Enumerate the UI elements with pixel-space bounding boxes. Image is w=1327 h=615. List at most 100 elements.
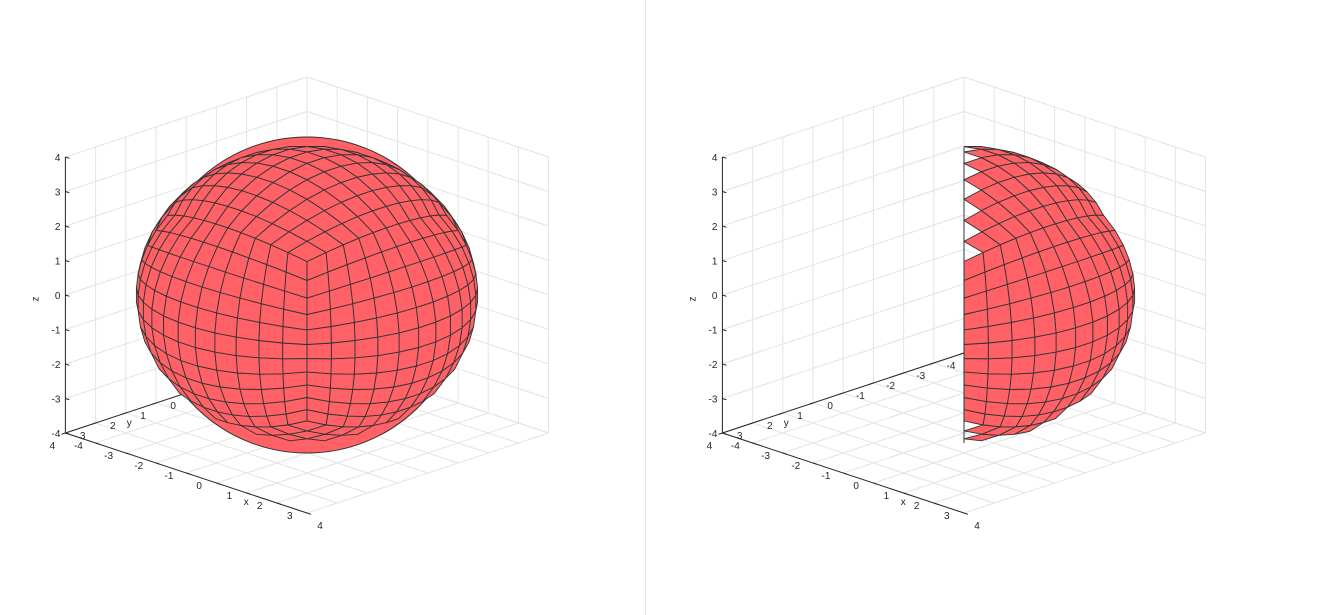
- x-tick-label: 0: [853, 481, 859, 492]
- mesh-cell: [963, 358, 989, 375]
- x-tick-label: -1: [822, 471, 831, 482]
- x-tick-mark: [843, 472, 848, 475]
- y-tick-label: 3: [80, 431, 86, 442]
- z-tick-label: -4: [708, 429, 717, 440]
- x-tick-label: -4: [74, 441, 83, 452]
- grid-line: [306, 432, 549, 514]
- z-tick-label: 3: [712, 188, 718, 199]
- x-tick-label: 0: [196, 481, 202, 492]
- y-tick-label: -4: [947, 361, 956, 372]
- mesh-cell: [330, 340, 356, 360]
- mesh-cell: [282, 358, 308, 375]
- x-tick-mark: [812, 462, 818, 465]
- mesh-cell: [239, 388, 265, 405]
- mesh-cell: [330, 357, 356, 375]
- x-tick-mark: [873, 482, 878, 485]
- y-tick-mark: [151, 402, 157, 405]
- grid-line: [722, 111, 965, 192]
- z-tick-label: 0: [55, 291, 61, 302]
- z-tick-label: -2: [708, 360, 717, 371]
- z-tick-mark: [722, 329, 727, 332]
- mesh-cell: [986, 373, 1012, 390]
- mesh-cell: [1010, 355, 1036, 375]
- y-tick-label: -1: [856, 391, 865, 402]
- grid-line: [933, 422, 1176, 504]
- y-tick-mark: [899, 372, 904, 375]
- grid-line: [246, 412, 489, 494]
- x-tick-label: 4: [317, 521, 323, 532]
- z-tick-label: 2: [712, 222, 718, 233]
- y-tick-mark: [839, 392, 844, 395]
- mesh-cell: [1006, 388, 1032, 405]
- y-tick-mark: [121, 412, 126, 415]
- x-axis-label: x: [901, 497, 906, 508]
- mesh-cell: [306, 342, 332, 360]
- x-tick-mark: [782, 452, 787, 455]
- grid-line: [722, 145, 965, 227]
- x-tick-mark: [752, 442, 757, 445]
- grid-line: [963, 432, 1206, 514]
- y-tick-label: 0: [827, 401, 833, 412]
- z-tick-mark: [722, 191, 727, 194]
- z-tick-label: -1: [51, 326, 60, 337]
- mesh-cell: [282, 342, 308, 360]
- z-tick-label: -1: [708, 326, 717, 337]
- half-sphere-plot: -4 -4 -4 -3 -3 -3 -2 -2 -2 -1 -1 -1 0 0 0 1 1 1 2 2 2 3 3 3 4 4 4 x…: [687, 76, 1207, 532]
- y-tick-label: 4: [50, 441, 56, 452]
- figure-panel-right: -4 -4 -4 -3 -3 -3 -2 -2 -2 -1 -1 -1 0 0 0 1 1 1 2 2 2 3 3 3 4 4 4 x…: [647, 0, 1327, 615]
- mesh-cell: [963, 342, 989, 360]
- y-tick-mark: [959, 352, 965, 355]
- x-tick-mark: [276, 502, 281, 505]
- z-tick-mark: [65, 363, 70, 366]
- y-tick-label: -3: [916, 371, 925, 382]
- z-tick-mark: [65, 329, 70, 332]
- mesh-cell: [235, 355, 261, 375]
- x-tick-label: 1: [884, 491, 890, 502]
- x-tick-mark: [903, 492, 908, 495]
- x-tick-label: 2: [914, 501, 920, 512]
- z-tick-mark: [65, 156, 70, 159]
- y-tick-label: 2: [110, 421, 116, 432]
- z-tick-label: 4: [55, 153, 61, 164]
- x-tick-mark: [155, 462, 161, 465]
- mesh-cell: [263, 401, 287, 417]
- z-tick-label: 4: [712, 153, 718, 164]
- half-sphere-surface: [962, 146, 1136, 443]
- x-tick-mark: [186, 472, 191, 475]
- z-tick-label: 1: [55, 257, 61, 268]
- grid-line: [306, 76, 549, 158]
- grid-line: [873, 402, 1116, 484]
- grid-line: [782, 412, 1025, 494]
- z-tick-mark: [722, 363, 727, 366]
- mesh-cell: [286, 420, 328, 432]
- mesh-cell: [236, 372, 262, 390]
- grid-line: [65, 76, 308, 158]
- panel-divider: [645, 0, 646, 615]
- y-tick-mark: [748, 422, 753, 425]
- y-tick-mark: [61, 432, 66, 435]
- y-axis-line: [722, 352, 965, 434]
- mesh-cell: [282, 371, 308, 389]
- mesh-cell: [987, 340, 1013, 360]
- y-tick-label: 2: [767, 421, 773, 432]
- mesh-cell: [306, 371, 332, 389]
- z-tick-mark: [65, 260, 70, 263]
- x-tick-mark: [306, 512, 312, 515]
- x-tick-mark: [125, 452, 130, 455]
- x-tick-mark: [933, 502, 938, 505]
- mesh-cell: [963, 231, 1002, 254]
- y-tick-label: 4: [707, 441, 713, 452]
- grid-line: [125, 412, 368, 494]
- grid-line: [903, 412, 1146, 494]
- mesh-cell: [349, 388, 375, 405]
- mesh-cell: [353, 355, 379, 375]
- mesh-cell: [963, 424, 1001, 435]
- grid-line: [306, 111, 549, 192]
- mesh-cell: [260, 387, 286, 405]
- z-tick-label: 3: [55, 188, 61, 199]
- mesh-cell: [963, 371, 989, 389]
- mesh-cell: [352, 372, 378, 390]
- y-tick-mark: [929, 362, 934, 365]
- x-tick-mark: [216, 482, 221, 485]
- x-tick-label: 3: [944, 511, 950, 522]
